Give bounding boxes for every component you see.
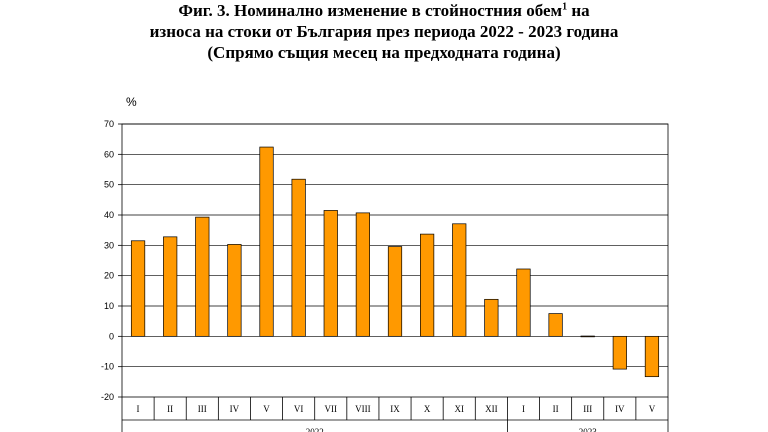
x-category-label: V: [649, 404, 656, 414]
x-category-label: II: [553, 404, 559, 414]
chart-title: Фиг. 3. Номинално изменение в стойностни…: [0, 0, 768, 63]
x-category-label: III: [198, 404, 207, 414]
x-category-label: V: [263, 404, 270, 414]
x-category-label: VI: [294, 404, 304, 414]
bar-10: [420, 233, 435, 337]
bar-12: [484, 298, 499, 337]
bar-15: [580, 335, 595, 338]
y-axis-unit-label: %: [126, 95, 137, 109]
bar-2: [163, 236, 178, 337]
bar-9: [387, 246, 403, 337]
title-line-3: (Спрямо същия месец на предходната годин…: [207, 43, 561, 62]
y-tick-label: -10: [101, 362, 114, 372]
y-tick-label: 70: [104, 119, 114, 129]
bar-16: [612, 335, 627, 370]
x-category-label: I: [137, 404, 140, 414]
y-tick-label: 10: [104, 301, 114, 311]
x-category-label: XII: [485, 404, 498, 414]
x-category-label: IV: [615, 404, 625, 414]
y-tick-label: 50: [104, 180, 114, 190]
bar-5: [259, 146, 274, 337]
x-category-label: IV: [230, 404, 240, 414]
x-group-label: 2023: [579, 427, 598, 432]
x-category-label: IX: [390, 404, 400, 414]
title-line-2: износа на стоки от България през периода…: [149, 22, 619, 41]
bar-6: [291, 178, 306, 337]
plot-frame: [121, 123, 669, 398]
x-category-label: VIII: [355, 404, 371, 414]
bars: [130, 146, 660, 378]
y-tick-label: 40: [104, 210, 114, 220]
bar-7: [323, 210, 338, 337]
x-category-label: III: [583, 404, 592, 414]
x-category-label: II: [167, 404, 173, 414]
x-category-label: X: [424, 404, 431, 414]
bar-11: [452, 223, 467, 337]
bar-13: [516, 268, 531, 337]
bar-8: [355, 212, 370, 337]
x-category-label: VII: [325, 404, 338, 414]
y-tick-label: 20: [104, 271, 114, 281]
axes: [118, 123, 669, 398]
x-group-label: 2022: [306, 427, 324, 432]
y-tick-label: 30: [104, 240, 114, 250]
y-tick-label: 0: [109, 331, 114, 341]
y-tick-labels: -20 -10 0 10 20 30 40 50 60 70: [101, 119, 114, 402]
bar-4: [227, 244, 242, 337]
bar-17: [644, 335, 660, 378]
bar-14: [548, 313, 563, 337]
y-tick-label: -20: [101, 392, 114, 402]
title-line-1: Фиг. 3. Номинално изменение в стойностни…: [178, 1, 590, 20]
bar-1: [130, 240, 146, 337]
x-category-label: I: [522, 404, 525, 414]
x-category-label: XI: [454, 404, 464, 414]
y-tick-label: 60: [104, 149, 114, 159]
bar-3: [195, 216, 210, 337]
